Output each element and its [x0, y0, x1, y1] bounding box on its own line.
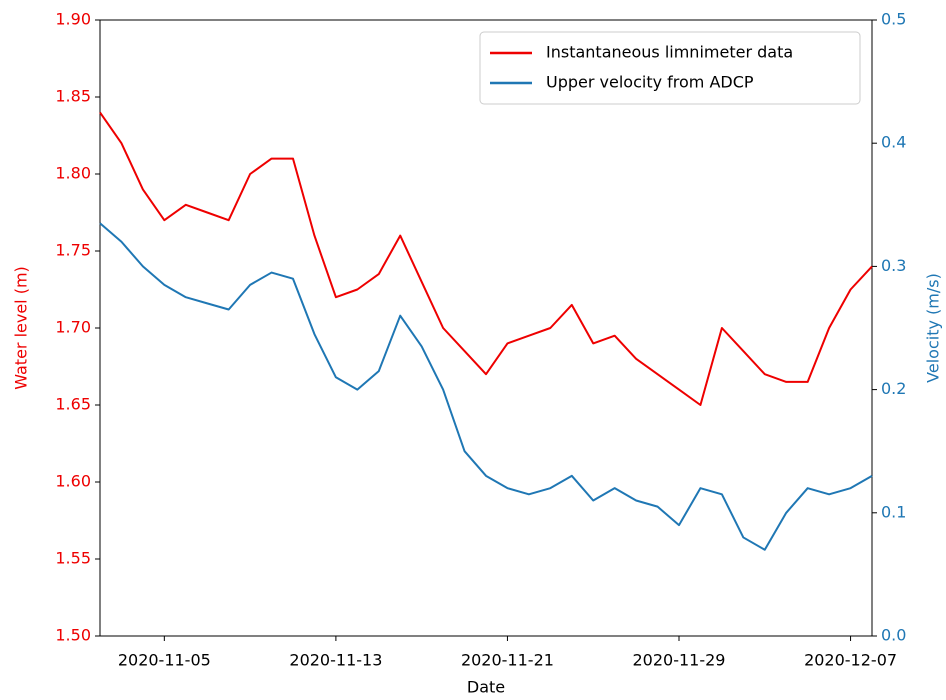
y-tick-label: 1.55	[55, 549, 91, 568]
legend-label: Upper velocity from ADCP	[546, 73, 754, 92]
x-tick-label: 2020-11-29	[633, 651, 726, 670]
y2-tick-label: 0.1	[881, 502, 906, 521]
x-axis-label: Date	[467, 678, 505, 697]
y2-tick-label: 0.3	[881, 256, 906, 275]
y-axis-label: Water level (m)	[12, 266, 31, 390]
y2-tick-label: 0.2	[881, 379, 906, 398]
y-tick-label: 1.80	[55, 164, 91, 183]
y-tick-label: 1.85	[55, 87, 91, 106]
legend-label: Instantaneous limnimeter data	[546, 43, 793, 62]
y2-tick-label: 0.0	[881, 626, 906, 645]
legend-box	[479, 31, 861, 105]
y-tick-label: 1.75	[55, 241, 91, 260]
y2-tick-label: 0.4	[881, 133, 906, 152]
y-tick-label: 1.65	[55, 395, 91, 414]
y-tick-label: 1.60	[55, 472, 91, 491]
y-tick-label: 1.50	[55, 626, 91, 645]
x-tick-label: 2020-11-05	[118, 651, 211, 670]
y2-axis-label: Velocity (m/s)	[924, 273, 943, 383]
y-tick-label: 1.90	[55, 10, 91, 29]
x-tick-label: 2020-11-21	[461, 651, 554, 670]
x-tick-label: 2020-11-13	[289, 651, 382, 670]
y-tick-label: 1.70	[55, 318, 91, 337]
y2-tick-label: 0.5	[881, 10, 906, 29]
data-line	[99, 111, 873, 406]
x-tick-label: 2020-12-07	[804, 651, 897, 670]
data-line	[99, 222, 873, 551]
plot-frame	[99, 19, 873, 637]
